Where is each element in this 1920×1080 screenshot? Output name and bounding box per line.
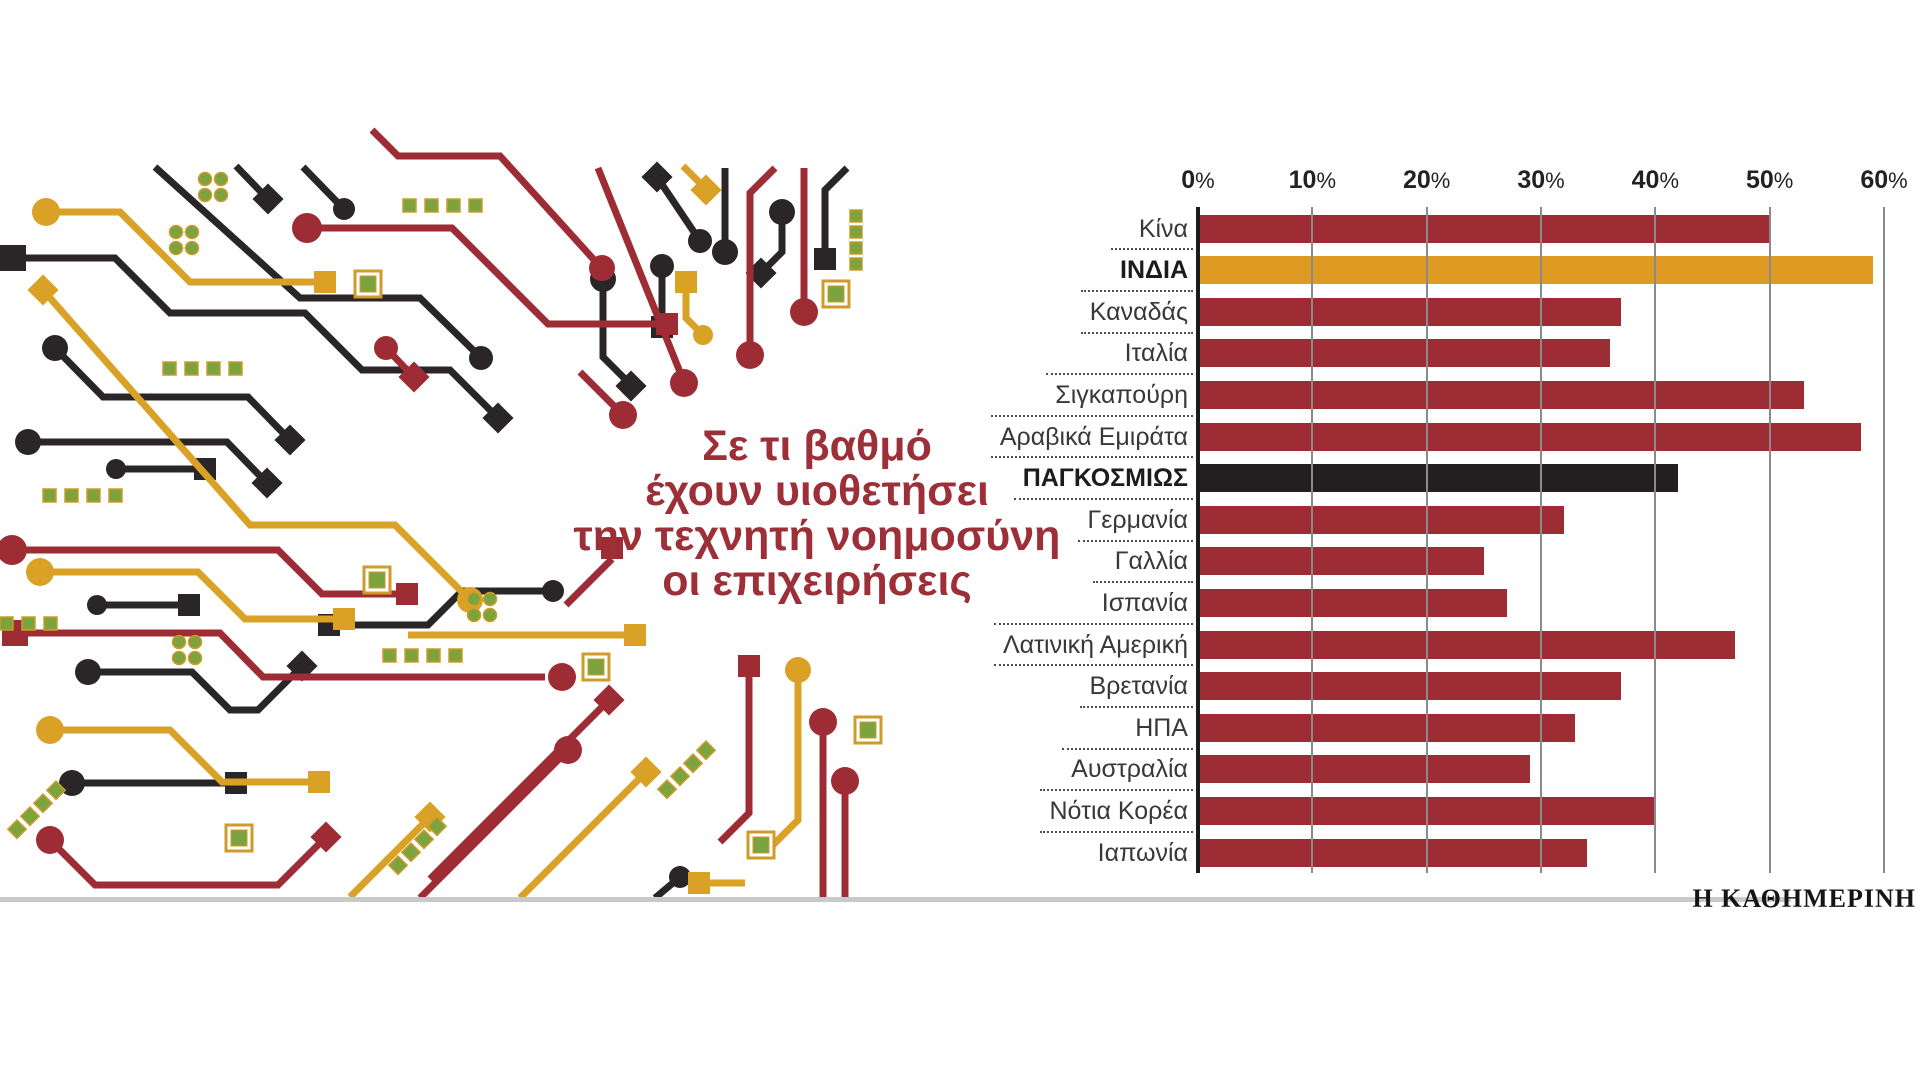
row-separator bbox=[1081, 331, 1193, 334]
row-separator bbox=[1111, 248, 1193, 251]
tick-label: 10% bbox=[1288, 166, 1337, 194]
bar bbox=[1198, 630, 1736, 659]
row-separator bbox=[991, 456, 1193, 459]
chart-title-line: την τεχνητή νοημοσύνη bbox=[573, 512, 1061, 560]
row-separator bbox=[1014, 497, 1193, 500]
row-label-text: ΙΝΔΙΑ bbox=[1120, 256, 1188, 285]
row-separator bbox=[994, 664, 1193, 667]
row-label: Ιταλία bbox=[850, 337, 1188, 369]
row-label: Αυστραλία bbox=[850, 753, 1188, 785]
row-label: Ισπανία bbox=[850, 587, 1188, 619]
row-label-text: Λατινική Αμερική bbox=[1002, 630, 1188, 659]
bar bbox=[1198, 422, 1862, 451]
bar bbox=[1198, 464, 1679, 493]
tick-label: 50% bbox=[1745, 166, 1794, 194]
row-label-text: Βρετανία bbox=[1089, 672, 1188, 701]
row-label-text: Γερμανία bbox=[1087, 505, 1188, 534]
chart-title: Σε τι βαθμό έχουν υιοθετήσει την τεχνητή… bbox=[540, 424, 1094, 604]
row-label: Ιαπωνία bbox=[850, 837, 1188, 869]
row-label: ΗΠΑ bbox=[850, 712, 1188, 744]
row-label: Κίνα bbox=[850, 213, 1188, 245]
row-label: Λατινική Αμερική bbox=[850, 629, 1188, 661]
row-label: Νότια Κορέα bbox=[850, 795, 1188, 827]
row-label-text: Ισπανία bbox=[1101, 588, 1188, 617]
row-label-text: ΗΠΑ bbox=[1135, 713, 1188, 742]
chart-title-line: Σε τι βαθμό bbox=[702, 422, 932, 470]
chart-title-line: οι επιχειρήσεις bbox=[662, 557, 972, 605]
row-separator bbox=[1093, 581, 1193, 584]
row-label-text: Γαλλία bbox=[1114, 547, 1188, 576]
chart-title-line: έχουν υιοθετήσει bbox=[645, 467, 989, 515]
bar bbox=[1198, 297, 1621, 326]
bar bbox=[1198, 588, 1507, 617]
row-separator bbox=[1080, 705, 1193, 708]
gridline bbox=[1311, 207, 1314, 873]
tick-label: 60% bbox=[1860, 166, 1908, 194]
bar bbox=[1198, 380, 1804, 409]
row-label-text: Νότια Κορέα bbox=[1049, 796, 1188, 825]
row-separator bbox=[1081, 289, 1193, 292]
axis-line bbox=[1196, 207, 1200, 873]
row-label-text: Καναδάς bbox=[1089, 297, 1188, 326]
gridline bbox=[1654, 207, 1657, 873]
bar bbox=[1198, 755, 1530, 784]
row-label-text: Σιγκαπούρη bbox=[1055, 380, 1188, 409]
row-separator bbox=[1046, 373, 1193, 376]
row-label-text: Αραβικά Εμιράτα bbox=[999, 422, 1188, 451]
row-label-text: Ιαπωνία bbox=[1097, 838, 1188, 867]
bar bbox=[1198, 713, 1576, 742]
row-label: Σιγκαπούρη bbox=[850, 379, 1188, 411]
row-label: Γαλλία bbox=[850, 545, 1188, 577]
row-label-text: Αυστραλία bbox=[1071, 755, 1188, 784]
bar bbox=[1198, 214, 1770, 243]
row-separator bbox=[1062, 747, 1193, 750]
row-label-text: Κίνα bbox=[1138, 214, 1188, 243]
tick-label: 20% bbox=[1402, 166, 1451, 194]
row-label: ΙΝΔΙΑ bbox=[850, 254, 1188, 286]
gridline bbox=[1768, 207, 1771, 873]
bar bbox=[1198, 339, 1610, 368]
publisher-logo: Η ΚΑΘΗΜΕΡΙΝΗ bbox=[1692, 884, 1916, 913]
gridline bbox=[1540, 207, 1542, 873]
row-label: Καναδάς bbox=[850, 296, 1188, 328]
bar bbox=[1198, 547, 1484, 576]
row-separator bbox=[994, 622, 1193, 625]
row-separator bbox=[991, 414, 1193, 417]
bar bbox=[1198, 838, 1587, 867]
gridline bbox=[1425, 207, 1428, 873]
bar bbox=[1198, 672, 1621, 701]
tick-label: 30% bbox=[1517, 166, 1565, 194]
row-label: Βρετανία bbox=[850, 670, 1188, 702]
bar bbox=[1198, 256, 1873, 285]
row-label-text: ΠΑΓΚΟΣΜΙΩΣ bbox=[1022, 464, 1188, 493]
tick-label: 0% bbox=[1181, 166, 1215, 194]
row-label: Αραβικά Εμιράτα bbox=[850, 421, 1188, 453]
row-separator bbox=[1040, 830, 1193, 833]
gridline bbox=[1883, 207, 1885, 873]
tick-label: 40% bbox=[1631, 166, 1680, 194]
row-label: ΠΑΓΚΟΣΜΙΩΣ bbox=[850, 462, 1188, 494]
bar bbox=[1198, 505, 1564, 534]
row-separator bbox=[1040, 789, 1193, 792]
row-label-text: Ιταλία bbox=[1124, 339, 1188, 368]
row-separator bbox=[1078, 539, 1193, 542]
footer-rule bbox=[0, 897, 1791, 902]
row-label: Γερμανία bbox=[850, 504, 1188, 536]
